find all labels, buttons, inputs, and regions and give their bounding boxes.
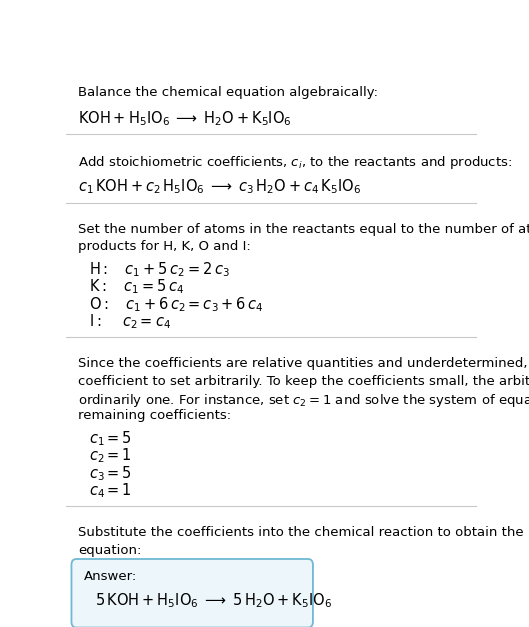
- Text: ordinarily one. For instance, set $c_2 = 1$ and solve the system of equations fo: ordinarily one. For instance, set $c_2 =…: [78, 392, 529, 409]
- Text: Substitute the coefficients into the chemical reaction to obtain the balanced: Substitute the coefficients into the che…: [78, 526, 529, 539]
- Text: Answer:: Answer:: [84, 569, 137, 582]
- Text: $\mathrm{KOH} + \mathrm{H_5IO_6} \;\longrightarrow\; \mathrm{H_2O} + \mathrm{K_5: $\mathrm{KOH} + \mathrm{H_5IO_6} \;\long…: [78, 109, 292, 128]
- FancyBboxPatch shape: [71, 559, 313, 627]
- Text: $c_4 = 1$: $c_4 = 1$: [89, 482, 132, 500]
- Text: coefficient to set arbitrarily. To keep the coefficients small, the arbitrary va: coefficient to set arbitrarily. To keep …: [78, 374, 529, 387]
- Text: Since the coefficients are relative quantities and underdetermined, choose a: Since the coefficients are relative quan…: [78, 357, 529, 370]
- Text: Balance the chemical equation algebraically:: Balance the chemical equation algebraica…: [78, 86, 378, 99]
- Text: $5\,\mathrm{KOH} + \mathrm{H_5IO_6} \;\longrightarrow\; 5\,\mathrm{H_2O} + \math: $5\,\mathrm{KOH} + \mathrm{H_5IO_6} \;\l…: [95, 591, 332, 610]
- Text: $\mathrm{I:}\quad\; c_2 = c_4$: $\mathrm{I:}\quad\; c_2 = c_4$: [89, 312, 171, 331]
- Text: $\mathrm{K:}\quad c_1 = 5\,c_4$: $\mathrm{K:}\quad c_1 = 5\,c_4$: [89, 278, 184, 296]
- Text: $c_3 = 5$: $c_3 = 5$: [89, 464, 132, 483]
- Text: equation:: equation:: [78, 544, 142, 557]
- Text: $\mathrm{O:}\quad c_1 + 6\,c_2 = c_3 + 6\,c_4$: $\mathrm{O:}\quad c_1 + 6\,c_2 = c_3 + 6…: [89, 295, 263, 314]
- Text: remaining coefficients:: remaining coefficients:: [78, 409, 232, 423]
- Text: Add stoichiometric coefficients, $c_i$, to the reactants and products:: Add stoichiometric coefficients, $c_i$, …: [78, 154, 513, 171]
- Text: $c_2 = 1$: $c_2 = 1$: [89, 446, 132, 465]
- Text: products for H, K, O and I:: products for H, K, O and I:: [78, 240, 251, 253]
- Text: $\mathrm{H:}\quad c_1 + 5\,c_2 = 2\,c_3$: $\mathrm{H:}\quad c_1 + 5\,c_2 = 2\,c_3$: [89, 260, 230, 279]
- Text: Set the number of atoms in the reactants equal to the number of atoms in the: Set the number of atoms in the reactants…: [78, 223, 529, 236]
- Text: $c_1 = 5$: $c_1 = 5$: [89, 429, 132, 448]
- Text: $c_1\,\mathrm{KOH} + c_2\,\mathrm{H_5IO_6} \;\longrightarrow\; c_3\,\mathrm{H_2O: $c_1\,\mathrm{KOH} + c_2\,\mathrm{H_5IO_…: [78, 177, 362, 196]
